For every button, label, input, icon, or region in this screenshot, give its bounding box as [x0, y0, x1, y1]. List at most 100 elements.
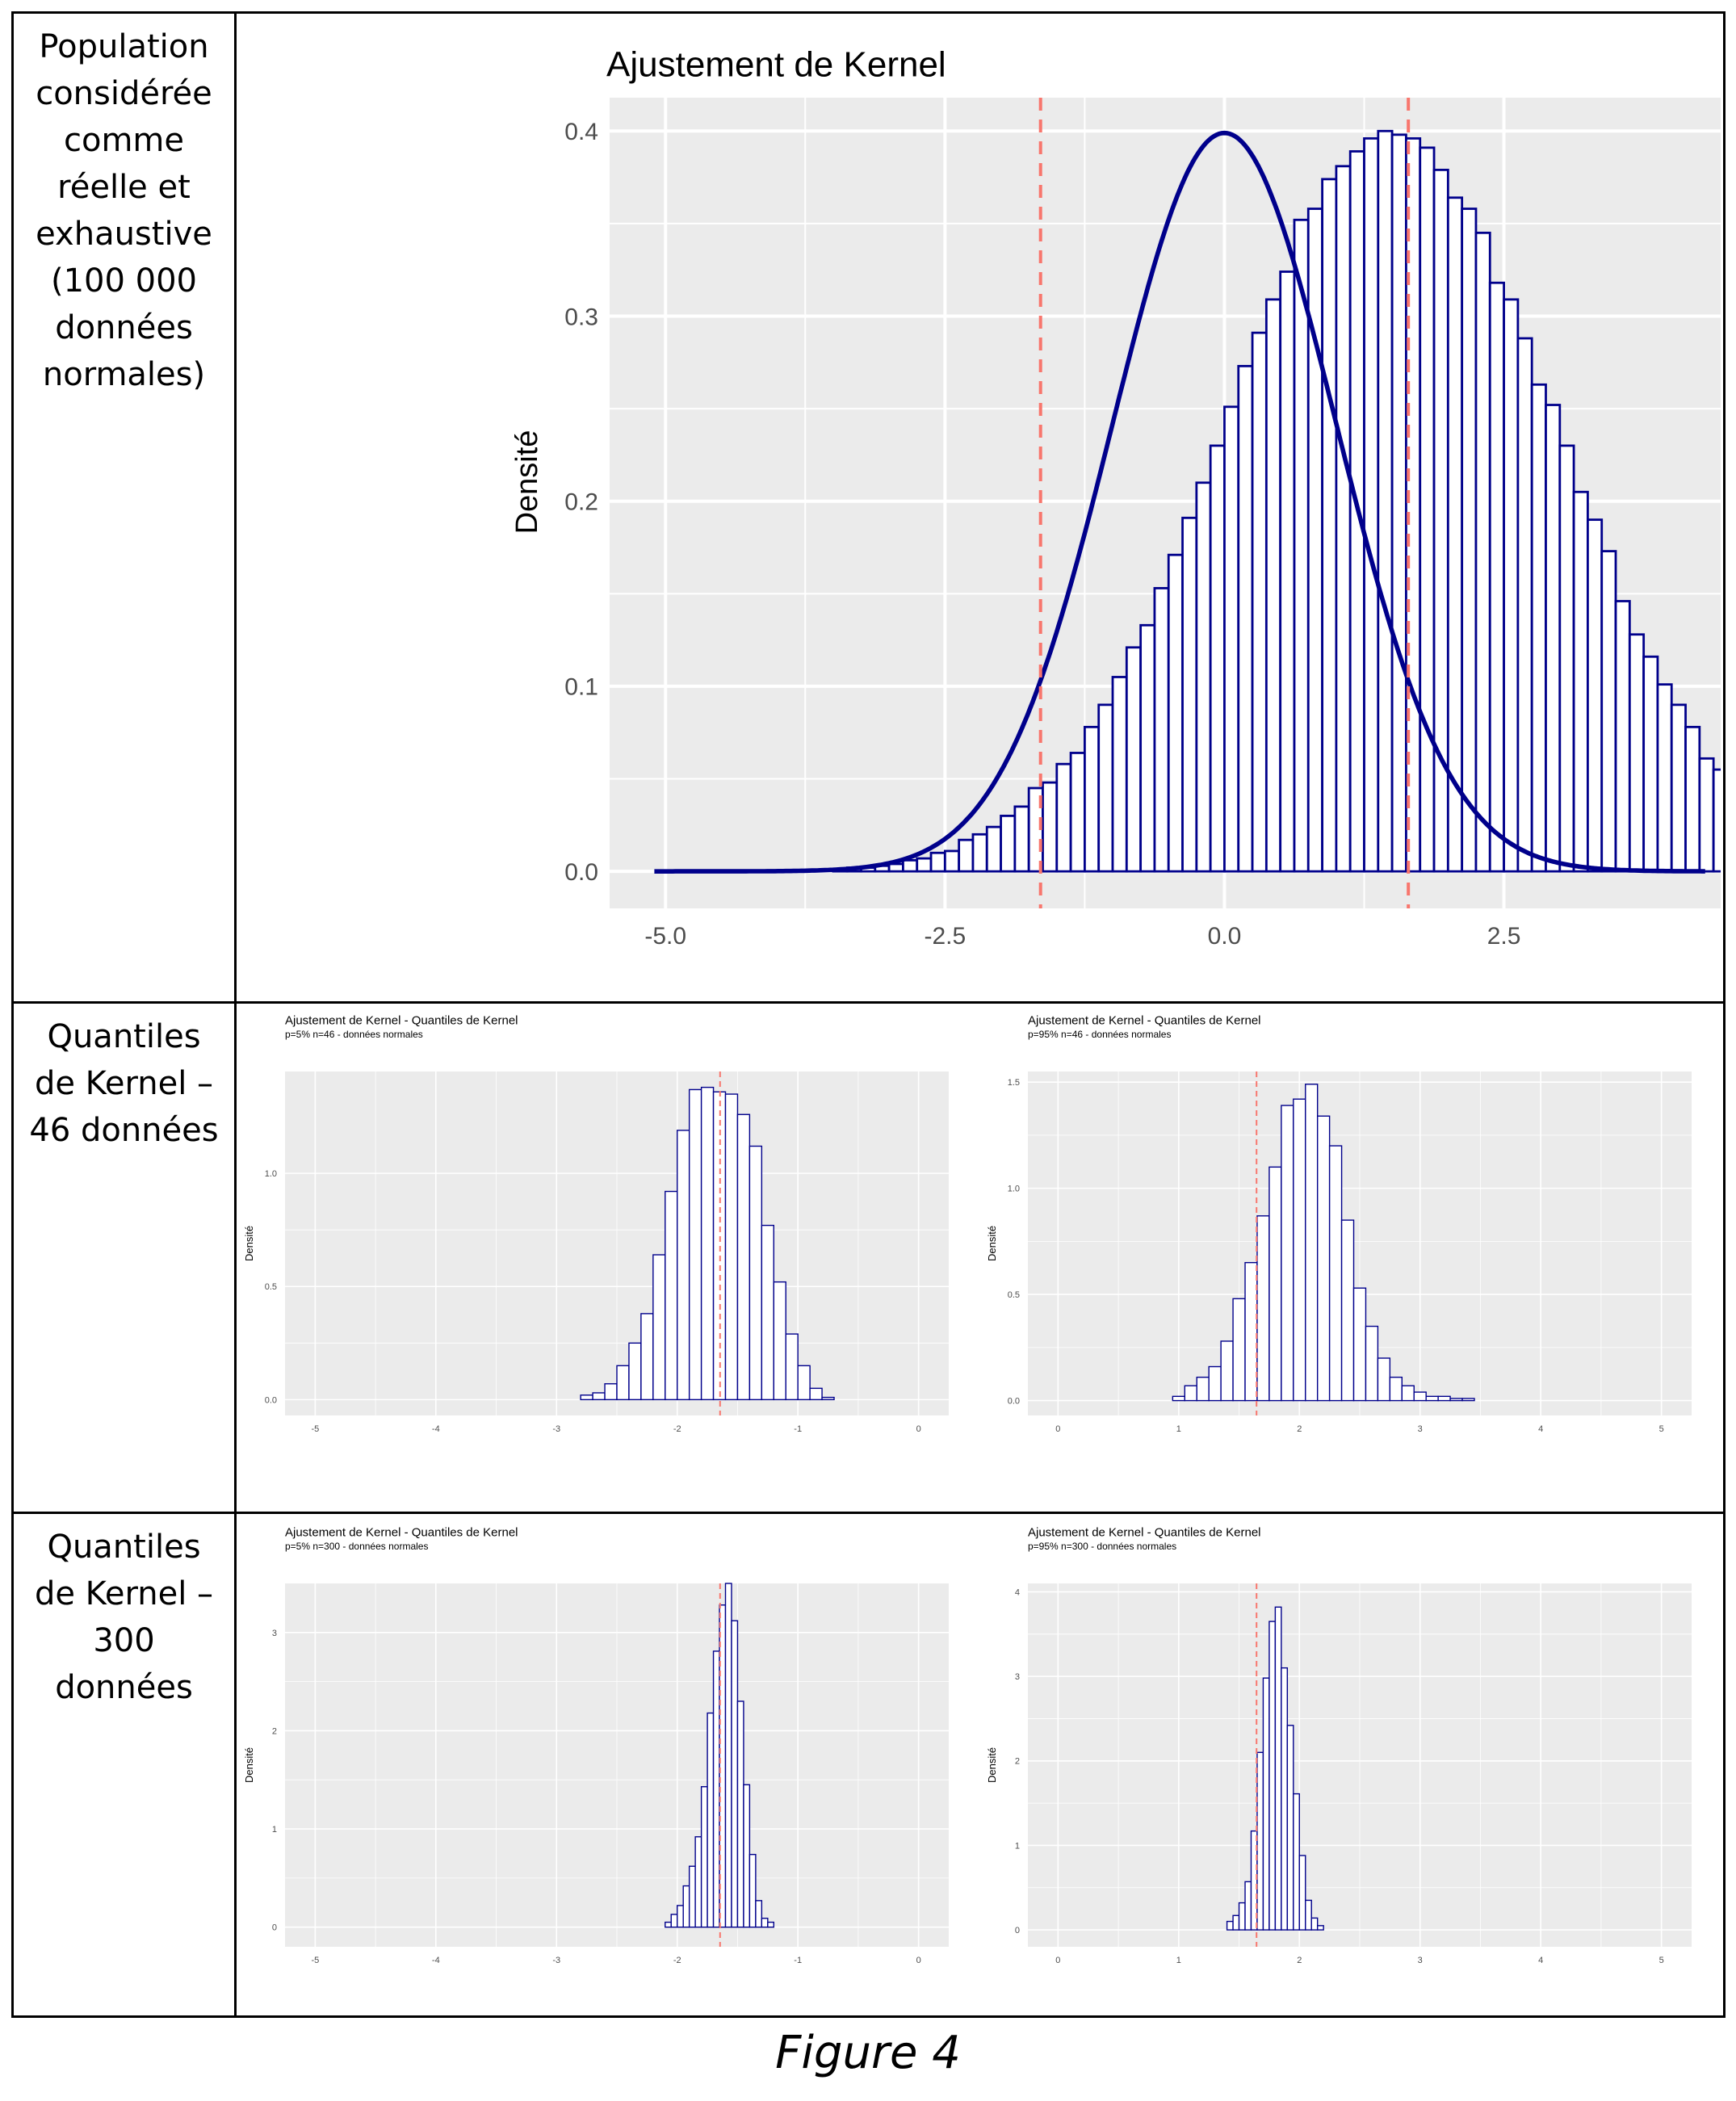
- histogram-bar: [1293, 1793, 1300, 1931]
- histogram-bar: [1293, 1098, 1306, 1402]
- histogram-bar: [1125, 646, 1143, 873]
- histogram-bar: [670, 1914, 678, 1928]
- histogram-bar: [1139, 623, 1156, 873]
- histogram-bar: [1244, 1261, 1258, 1402]
- histogram-bar: [1256, 1751, 1264, 1931]
- x-tick-label: 2.5: [1487, 923, 1521, 950]
- histogram-bar: [971, 832, 988, 873]
- histogram-bar: [688, 1865, 696, 1928]
- histogram-bar: [1488, 281, 1505, 873]
- y-axis-label: Densité: [510, 430, 544, 535]
- y-tick-label: 1.0: [265, 1169, 277, 1179]
- x-tick-label: 3: [1418, 1424, 1423, 1434]
- x-tick-label: -2: [673, 1956, 681, 1965]
- histogram-bar: [748, 1145, 763, 1401]
- x-tick-label: 2: [1297, 1424, 1302, 1434]
- histogram-bar: [1251, 331, 1268, 873]
- histogram-bar: [700, 1786, 708, 1928]
- histogram-bar: [1268, 1166, 1282, 1402]
- histogram-bar: [1670, 703, 1687, 873]
- x-tick-label: 1: [1176, 1956, 1181, 1965]
- histogram-bar: [1474, 231, 1491, 873]
- histogram-bar: [1461, 1398, 1475, 1402]
- histogram-bar: [677, 1130, 690, 1401]
- histogram-bar: [1209, 444, 1226, 873]
- histogram-bar: [985, 825, 1002, 873]
- histogram-bar: [1530, 383, 1547, 873]
- histogram-bar: [748, 1853, 757, 1928]
- histogram-bar: [1545, 404, 1562, 873]
- histogram-bar: [1220, 1340, 1234, 1402]
- histogram-bar: [1013, 805, 1030, 873]
- histogram-bar: [1401, 1385, 1415, 1402]
- row-label-46: Quantiles de Kernel – 46 données: [11, 1001, 237, 1514]
- histogram-bar: [1389, 1376, 1403, 1402]
- y-tick-label: 0.0: [1008, 1397, 1020, 1407]
- x-tick-label: -5: [311, 1424, 319, 1434]
- histogram-bar: [1069, 752, 1086, 873]
- y-tick-label: 0.1: [564, 674, 598, 701]
- chart-quantiles-p95-n46: 0 1 2 3 4 5 0.0 0.5 1.0 1.5 Ajustement de Kernel -…: [986, 1013, 1692, 1434]
- histogram-bar: [1316, 1115, 1331, 1402]
- x-tick-label: 0: [1055, 1424, 1060, 1434]
- histogram-bar: [1316, 1925, 1324, 1931]
- histogram-bar: [1167, 553, 1184, 873]
- y-tick-label: 2: [1015, 1757, 1020, 1767]
- histogram-bar: [1321, 178, 1338, 873]
- histogram-bar: [1055, 762, 1072, 873]
- histogram-bar: [604, 1383, 618, 1401]
- histogram-bar: [1083, 725, 1101, 873]
- histogram-bar: [1587, 518, 1604, 873]
- histogram-bar: [773, 1281, 786, 1401]
- histogram-bar: [1363, 137, 1380, 873]
- histogram-bar: [1256, 1215, 1270, 1402]
- chart-subtitle: p=95% n=300 - données normales: [1028, 1541, 1176, 1552]
- histogram-bar: [1305, 1084, 1319, 1402]
- row-population: Population considérée comme réelle et ex…: [11, 11, 1726, 1004]
- histogram-bar: [1572, 490, 1589, 873]
- x-tick-label: -5.0: [644, 923, 686, 950]
- histogram-bar: [616, 1365, 630, 1401]
- histogram-bar: [1600, 550, 1617, 873]
- y-tick-label: 3: [272, 1629, 277, 1638]
- histogram-bar: [1306, 208, 1323, 873]
- y-axis-label: Densité: [986, 1747, 998, 1783]
- histogram-bar: [916, 857, 933, 873]
- y-tick-label: 1: [1015, 1841, 1020, 1851]
- histogram-bar: [761, 1224, 774, 1401]
- histogram-bar: [1042, 781, 1059, 873]
- chart-subtitle: p=95% n=46 - données normales: [1028, 1029, 1171, 1040]
- y-tick-label: 0: [272, 1923, 277, 1933]
- y-tick-label: 1: [272, 1825, 277, 1835]
- chart-title: Ajustement de Kernel - Quantiles de Kern…: [285, 1525, 518, 1539]
- histogram-bar: [767, 1921, 774, 1928]
- histogram-bar: [724, 1093, 739, 1401]
- row-label-300: Quantiles de Kernel – 300 données: [11, 1512, 237, 2018]
- histogram-bar: [700, 1086, 715, 1401]
- histogram-bar: [1232, 1914, 1240, 1931]
- y-tick-label: 1.0: [1008, 1185, 1020, 1194]
- chart-cell-300: -5 -4 -3 -2 -1 0 0 1 2 3 Ajustement de Kernel - Qu…: [234, 1512, 1726, 2018]
- x-tick-label: -1: [794, 1424, 802, 1434]
- y-tick-label: 0.0: [265, 1395, 277, 1405]
- histogram-bar: [1262, 1677, 1270, 1931]
- histogram-bar: [1614, 600, 1631, 873]
- density-curve: [654, 130, 1705, 874]
- histogram-bar: [1274, 1606, 1282, 1931]
- y-tick-label: 1.5: [1008, 1078, 1020, 1088]
- histogram-bar: [1310, 1917, 1319, 1931]
- histogram-bar: [887, 862, 904, 873]
- y-tick-label: 0.5: [1008, 1290, 1020, 1300]
- histogram-bar: [652, 1254, 666, 1401]
- y-tick-label: 3: [1015, 1672, 1020, 1682]
- row-300: Quantiles de Kernel – 300 données -5 -4 -3…: [11, 1512, 1726, 2018]
- y-axis-label: Densité: [243, 1226, 255, 1261]
- histogram-bar: [943, 849, 961, 873]
- main-chart-cell: -5.0 -2.5 0.0 2.5 0.0 0.1 0.2 0.3 0.4 Ajustement …: [234, 11, 1726, 1004]
- histogram-bar: [1208, 1365, 1222, 1402]
- row-label-population: Population considérée comme réelle et ex…: [11, 11, 237, 1004]
- x-tick-label: 5: [1659, 1956, 1664, 1965]
- x-tick-label: -1: [794, 1956, 802, 1965]
- y-tick-label: 0.2: [564, 489, 598, 516]
- histogram-bar: [1558, 444, 1575, 873]
